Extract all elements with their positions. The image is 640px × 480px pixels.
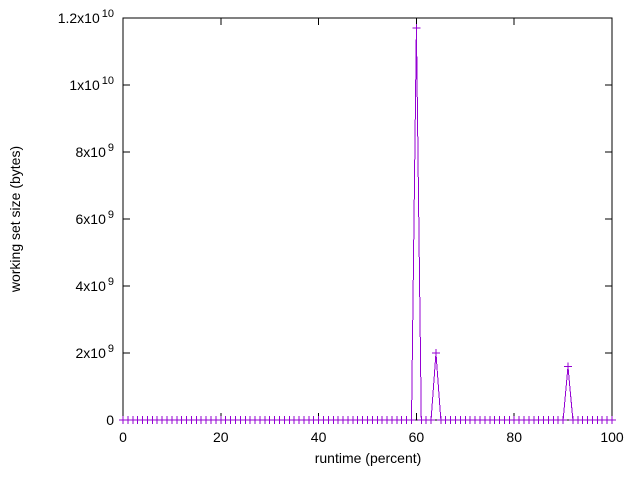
y-tick-exponent: 9 <box>108 343 114 355</box>
x-tick-label: 80 <box>506 429 522 445</box>
y-tick-exponent: 9 <box>108 276 114 288</box>
y-tick-labels: 0 2x10 9 4x10 9 6x10 9 8x10 9 1x10 10 1.2x10 10 <box>58 8 115 428</box>
y-tick-exponent: 9 <box>108 142 114 154</box>
y-tick-label: 0 <box>106 412 114 428</box>
y-tick-label: 8x10 9 <box>76 142 114 160</box>
x-axis-title: runtime (percent) <box>315 450 422 466</box>
x-tick-label: 20 <box>213 429 229 445</box>
y-axis-ticks <box>123 17 612 421</box>
y-tick-label: 2x10 9 <box>76 343 114 361</box>
plot-border <box>122 17 613 421</box>
data-point-markers <box>119 24 616 424</box>
y-axis-title: working set size (bytes) <box>7 146 23 293</box>
y-tick-exponent: 10 <box>102 8 114 20</box>
y-tick-label: 1.2x10 10 <box>58 8 114 26</box>
y-tick-label: 6x10 9 <box>76 209 114 227</box>
x-tick-labels: 0 20 40 60 80 100 <box>119 429 624 445</box>
y-tick-exponent: 9 <box>108 209 114 221</box>
x-tick-label: 40 <box>311 429 327 445</box>
x-tick-label: 60 <box>409 429 425 445</box>
x-axis-ticks <box>122 18 613 420</box>
x-tick-label: 0 <box>119 429 127 445</box>
plot-frame <box>122 17 613 421</box>
y-tick-label: 4x10 9 <box>76 276 114 294</box>
y-tick-exponent: 10 <box>102 75 114 87</box>
data-series <box>119 24 616 424</box>
x-tick-label: 100 <box>600 429 624 445</box>
y-tick-label: 1x10 10 <box>69 75 114 93</box>
data-line <box>123 28 612 421</box>
